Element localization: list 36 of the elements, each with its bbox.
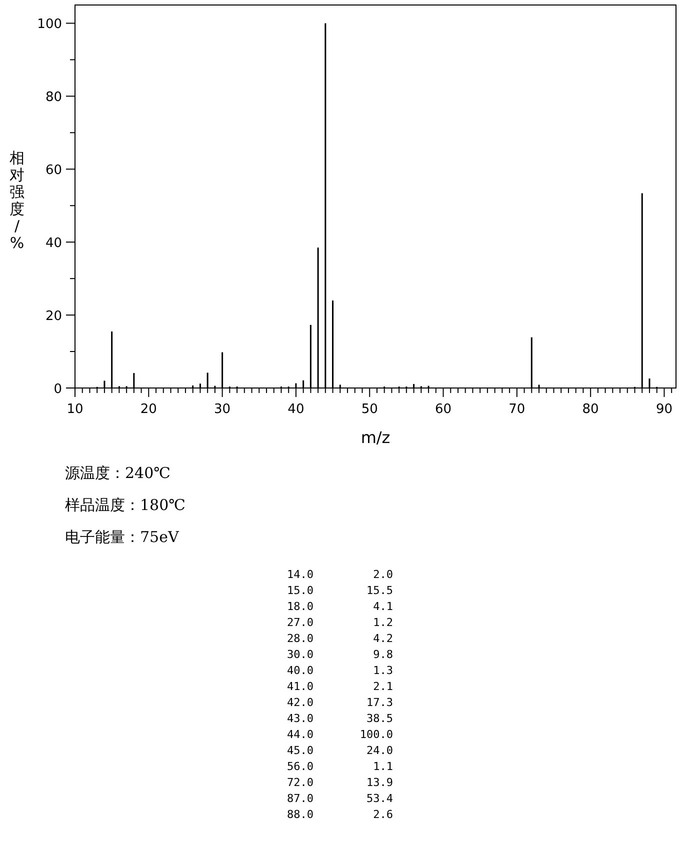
x-tick-label: 60 <box>434 402 452 417</box>
text: 18.0 4.1 <box>287 600 393 613</box>
text: 源温度：240℃ <box>65 464 170 482</box>
y-tick-label: 40 <box>45 236 62 252</box>
y-tick-label: 20 <box>45 309 62 324</box>
y-tick-label: 60 <box>45 163 62 178</box>
text: 电子能量：75eV <box>65 528 180 546</box>
text: 28.0 4.2 <box>287 632 393 645</box>
x-tick-label: 10 <box>66 402 84 417</box>
text: 43.0 38.5 <box>287 712 393 725</box>
text: 27.0 1.2 <box>287 616 393 629</box>
y-tick-label: 80 <box>45 90 62 106</box>
text: 45.0 24.0 <box>287 744 393 757</box>
y-axis-title: 相对强度/% <box>10 149 24 252</box>
text: 56.0 1.1 <box>287 760 393 773</box>
x-tick-label: 80 <box>582 402 599 417</box>
text: 42.0 17.3 <box>287 696 393 709</box>
text: 41.0 2.1 <box>287 680 393 693</box>
x-tick-label: 30 <box>214 402 231 417</box>
text: 40.0 1.3 <box>287 664 393 677</box>
text: 87.0 53.4 <box>287 792 394 805</box>
x-tick-label: 20 <box>140 402 157 417</box>
y-tick-label: 0 <box>54 382 62 397</box>
x-tick-label: 90 <box>656 402 672 417</box>
x-axis-title: m/z <box>360 428 390 447</box>
y-tick-label: 100 <box>37 17 62 32</box>
text: 72.0 13.9 <box>287 776 393 789</box>
text: 14.0 2.0 <box>287 568 393 581</box>
text: 88.0 2.6 <box>287 808 393 821</box>
text: 44.0 100.0 <box>287 728 393 741</box>
text: 样品温度：180℃ <box>65 496 186 514</box>
x-tick-label: 50 <box>361 402 378 417</box>
x-tick-label: 70 <box>508 402 526 417</box>
text: 30.0 9.8 <box>287 648 393 661</box>
x-tick-label: 40 <box>288 402 304 417</box>
text: 15.0 15.5 <box>287 584 393 597</box>
